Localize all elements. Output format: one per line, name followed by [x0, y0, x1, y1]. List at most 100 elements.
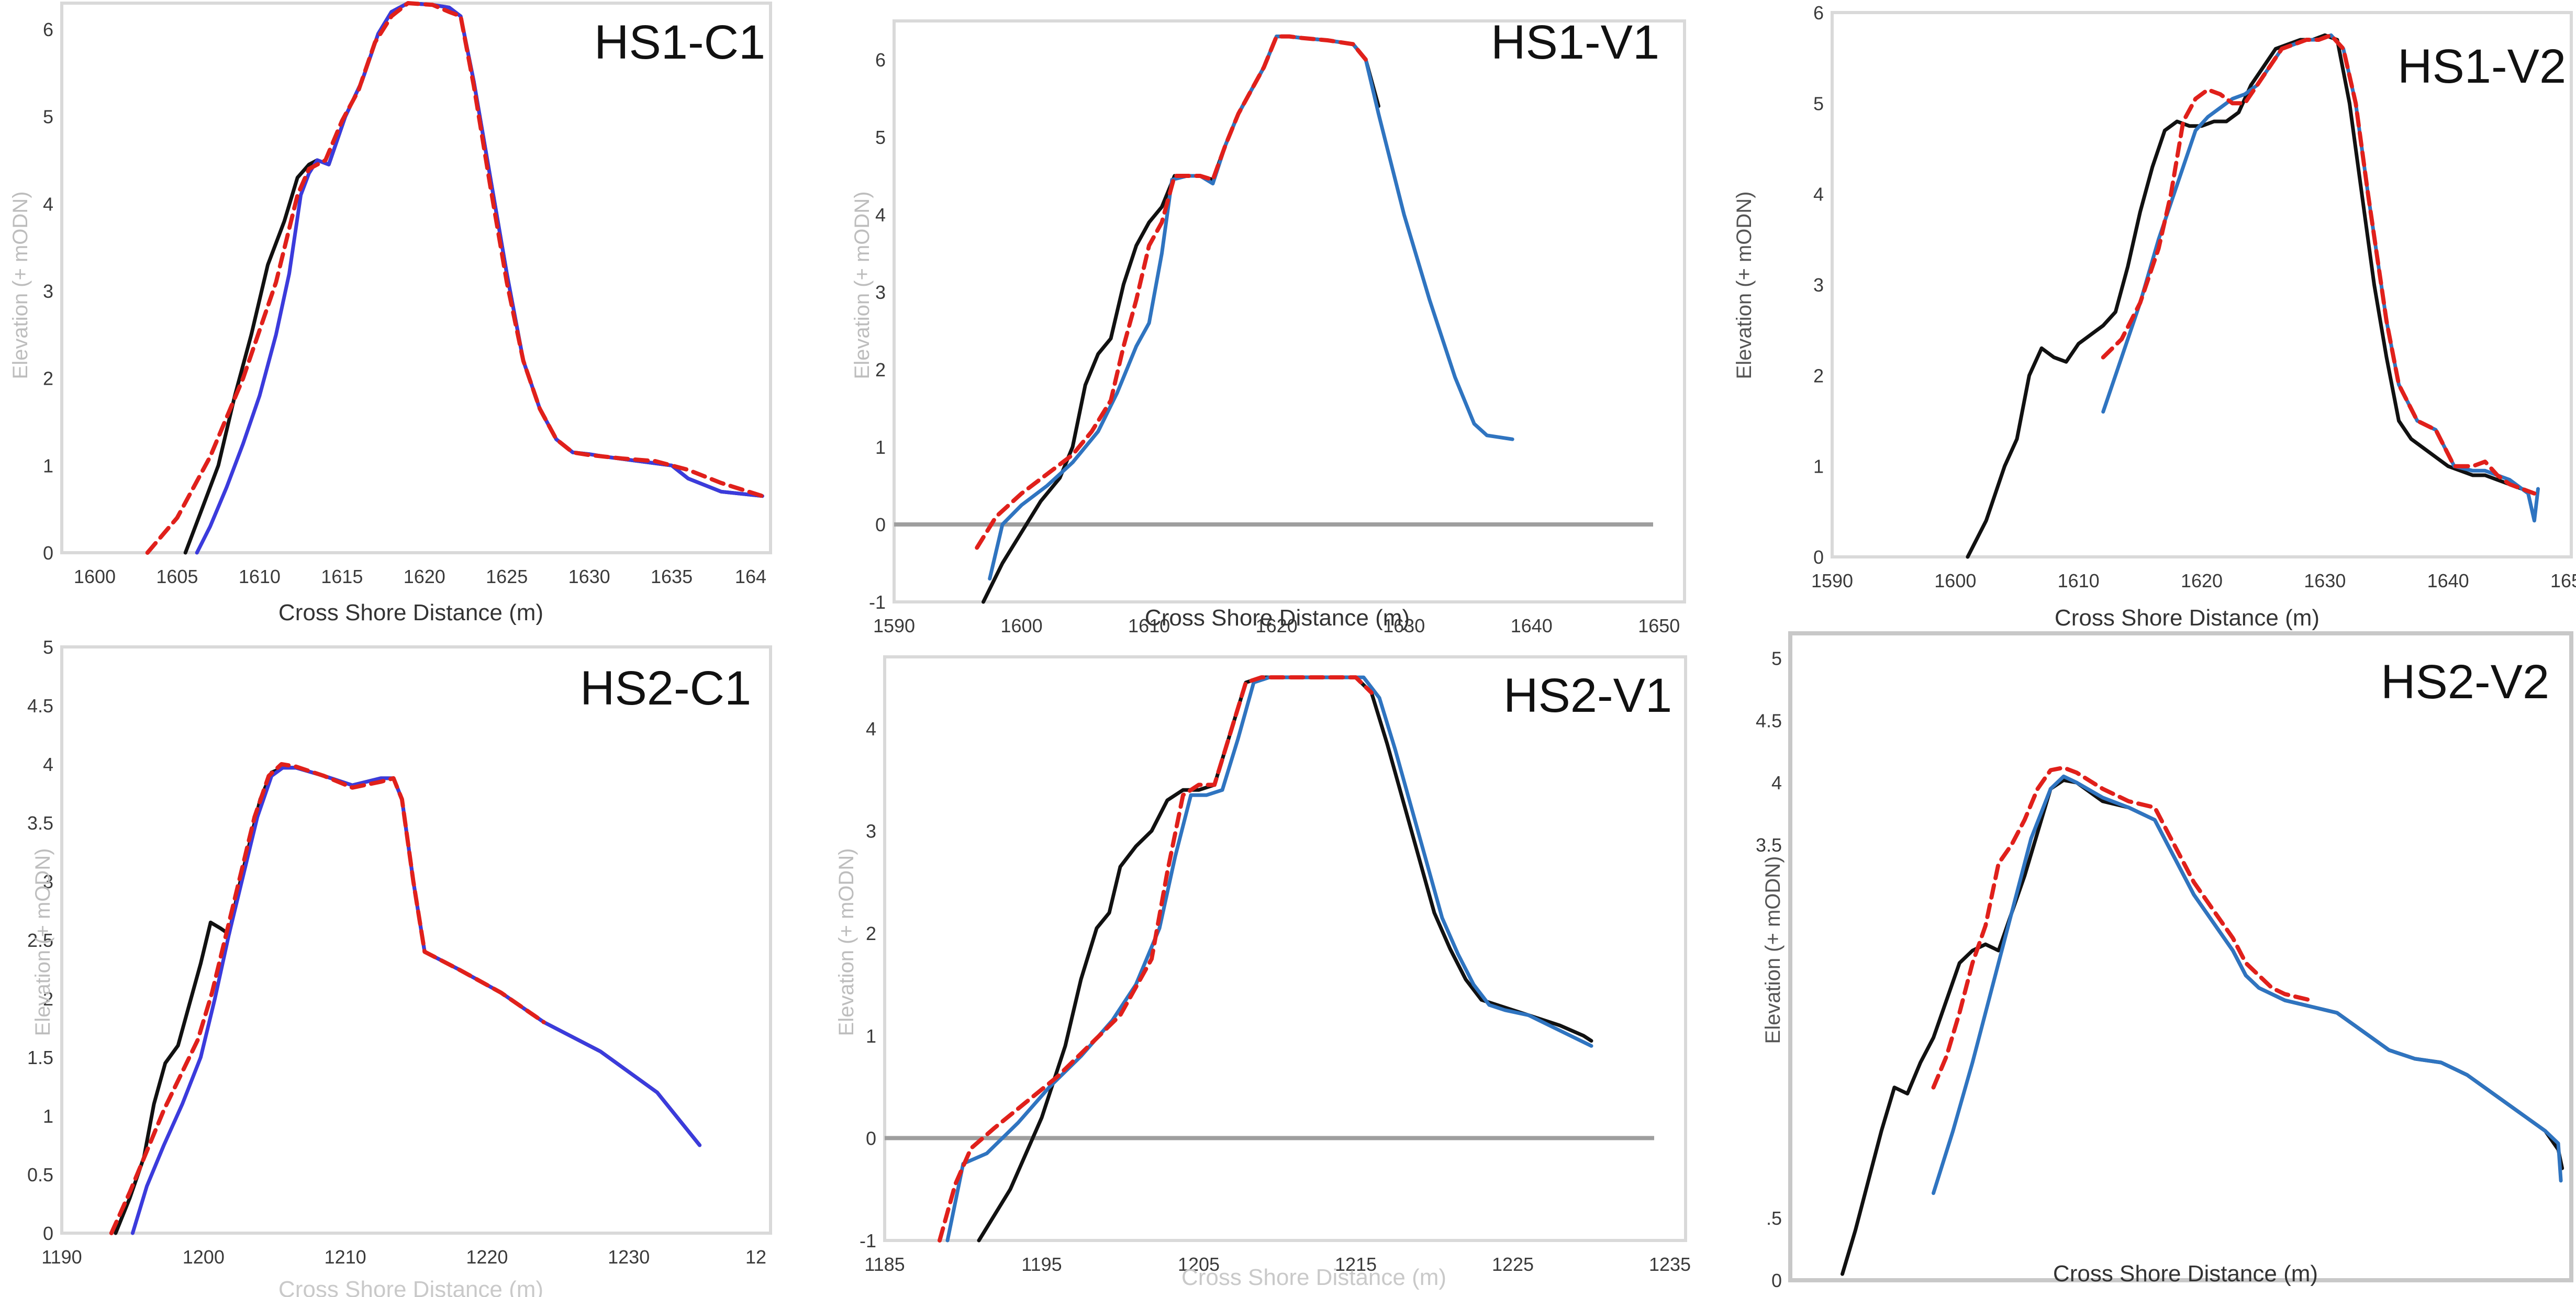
x-tick-label: 1625	[486, 566, 528, 587]
x-tick-label: 1610	[239, 566, 281, 587]
x-tick-label: 1220	[466, 1246, 508, 1268]
x-tick-label: 1635	[651, 566, 693, 587]
y-ticks: 0 0.5 1 1.5 2 2.5 3 3.5 4 4.5 5	[27, 636, 53, 1244]
x-tick-label: 1190	[41, 1246, 82, 1268]
y-tick-label: 5	[43, 636, 53, 658]
y-tick-label: 6	[1813, 2, 1824, 24]
y-tick-label: 5	[875, 127, 886, 148]
y-ticks: 0 1 2 3 4 5 6	[43, 19, 53, 564]
x-ticks: 1185 1195 1205 1215 1225 1235	[864, 1254, 1691, 1275]
y-tick-label: 5	[1771, 648, 1782, 669]
y-tick-label: 6	[875, 49, 886, 71]
y-tick-label: 2	[866, 923, 876, 944]
y-tick-label: 4.5	[1756, 710, 1782, 731]
plot-frame	[1788, 631, 2573, 1282]
x-tick-label: 1600	[1001, 615, 1043, 636]
y-tick-label: 1	[1813, 456, 1824, 477]
x-axis-label: Cross Shore Distance (m)	[1181, 1265, 1446, 1290]
y-tick-label: 5	[43, 106, 53, 128]
x-ticks: 1600 1605 1610 1615 1620 1625 1630 1635 164	[74, 566, 766, 587]
y-tick-label: 5	[1813, 93, 1824, 114]
x-axis-label: Cross Shore Distance (m)	[2055, 605, 2319, 631]
y-tick-label: 4	[43, 193, 53, 215]
y-tick-label: 0	[43, 542, 53, 564]
x-tick-label: 1220	[2160, 1293, 2202, 1297]
x-tick-label: 1230	[608, 1246, 650, 1268]
y-tick-label: 4	[43, 754, 53, 775]
series-layer	[1966, 33, 2540, 559]
x-tick-label: 1640	[1511, 615, 1553, 636]
y-axis-label: Elevation (+ mODN)	[9, 192, 32, 379]
y-tick-label: 1	[866, 1025, 876, 1047]
panel-title: HS1-V2	[2397, 40, 2566, 93]
y-tick-label: -1	[869, 591, 886, 613]
y-tick-label: 0	[1771, 1270, 1782, 1291]
y-tick-label: 0	[43, 1223, 53, 1244]
x-tick-label: 1610	[2058, 570, 2100, 591]
y-tick-label: 0	[1813, 546, 1824, 568]
plot-frame	[893, 19, 1686, 603]
y-tick-label: 2.5	[27, 930, 53, 951]
x-ticks: 1590 1600 1610 1620 1630 1640 1650	[1811, 570, 2576, 591]
y-tick-label: 1	[43, 455, 53, 476]
y-tick-label: .5	[1766, 1207, 1782, 1229]
panel-hs2-c1: 0 0.5 1 1.5 2 2.5 3 3.5 4 4.5 5 1190 1200 1210 1220 12…	[27, 636, 772, 1297]
x-tick-label: 1235	[1649, 1254, 1691, 1275]
series-model-line	[1932, 774, 2563, 1195]
x-tick-label: 1200	[183, 1246, 225, 1268]
y-ticks: 0 1 2 3 4 5 6	[1813, 2, 1824, 568]
y-ticks: -1 0 1 2 3 4 5 6	[869, 49, 886, 613]
x-tick-label: 1630	[1383, 615, 1425, 636]
panel-hs1-c1: 0 1 2 3 4 5 6 1600 1605 1610 1615 1620 1625 1630 1635…	[9, 1, 772, 625]
series-predicted-line	[975, 34, 1368, 550]
x-tick-label: 164	[735, 566, 766, 587]
y-tick-label: 3	[1813, 274, 1824, 296]
x-tick-label: 1185	[864, 1254, 905, 1275]
y-tick-label: 4.5	[27, 695, 53, 717]
y-axis-label: Elevation (+ mODN)	[1761, 856, 1785, 1044]
y-tick-label: 1	[875, 437, 886, 458]
y-tick-label: 4	[875, 204, 886, 226]
y-tick-label: 6	[43, 19, 53, 40]
y-axis-label: Elevation (+ mODN)	[851, 192, 874, 379]
series-predicted-line	[1931, 765, 2313, 1090]
x-tick-label: 1615	[321, 566, 363, 587]
series-layer	[145, 1, 765, 555]
y-tick-label: -1	[860, 1230, 876, 1251]
x-tick-label: 1590	[1811, 570, 1853, 591]
x-tick-label: 1590	[873, 615, 915, 636]
series-layer	[109, 762, 702, 1235]
x-tick-label: 1640	[2427, 570, 2469, 591]
y-tick-label: 4	[866, 718, 876, 740]
x-tick-label: 1610	[1128, 615, 1170, 636]
x-tick-label: 1190	[1770, 1293, 1810, 1297]
x-ticks: 1190 1200 1210 1220 1230 1240 1250	[1770, 1293, 2576, 1297]
y-ticks: -1 0 1 2 3 4	[860, 718, 876, 1251]
y-tick-label: 2	[43, 988, 53, 1010]
series-predicted-line	[145, 1, 765, 555]
y-tick-label: 0.5	[27, 1164, 53, 1186]
y-tick-label: 3	[43, 871, 53, 892]
y-tick-label: 3.5	[1756, 834, 1782, 856]
x-tick-label: 1630	[568, 566, 610, 587]
y-tick-label: 4	[1813, 184, 1824, 205]
plot-frame	[883, 655, 1687, 1242]
x-tick-label: 1650	[2550, 570, 2576, 591]
panel-hs1-v2: 0 1 2 3 4 5 6 1590 1600 1610 1620 1630 1640 1650 Cro…	[1733, 2, 2576, 631]
x-tick-label: 1225	[1492, 1254, 1534, 1275]
y-tick-label: 4	[1771, 772, 1782, 793]
series-predicted-line	[109, 762, 546, 1235]
x-axis-label: Cross Shore Distance (m)	[278, 1277, 543, 1297]
y-tick-label: 3.5	[27, 812, 53, 834]
panel-title: HS1-C1	[594, 16, 765, 69]
x-axis-label: Cross Shore Distance (m)	[1145, 605, 1410, 631]
x-tick-label: 1620	[2181, 570, 2223, 591]
y-axis-label: Elevation (+ mODN)	[835, 848, 858, 1036]
y-tick-label: 0	[866, 1127, 876, 1149]
x-tick-label: 1620	[404, 566, 445, 587]
x-axis-label: Cross Shore Distance (m)	[278, 600, 543, 625]
x-ticks: 1590 1600 1610 1620 1630 1640 1650	[873, 615, 1680, 636]
series-measured-line	[1966, 33, 2536, 559]
panel-hs2-v2: 0 .5 3.5 4 4.5 5 1190 1200 1210 1220 1230 1240 1250…	[1756, 631, 2576, 1297]
